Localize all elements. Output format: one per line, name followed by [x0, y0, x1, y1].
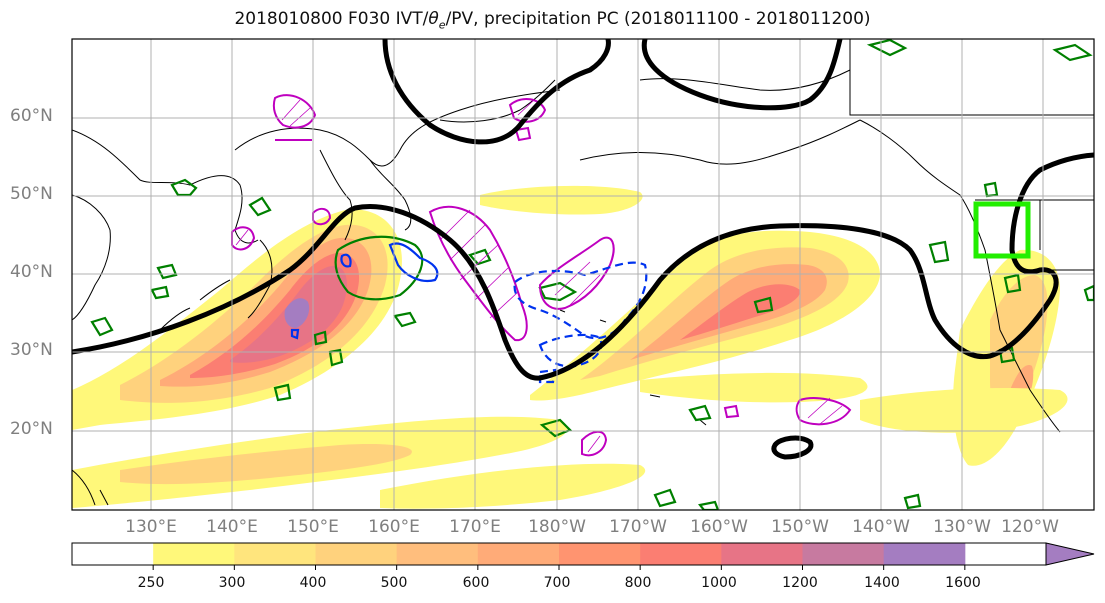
lat-label-40n: 40°N	[10, 262, 53, 282]
lon-label: 150°E	[287, 517, 339, 537]
target-region-box	[973, 201, 1031, 259]
lat-label-60n: 60°N	[10, 106, 53, 126]
colorbar-cell	[477, 543, 560, 565]
colorbar-label: 1000	[701, 575, 737, 591]
lon-label: 130°E	[125, 517, 177, 537]
lon-label: 180°W	[528, 517, 586, 537]
lon-label: 130°W	[933, 517, 991, 537]
lat-label-30n: 30°N	[10, 340, 53, 360]
colorbar-label: 1600	[945, 575, 981, 591]
theta-e-contour	[72, 39, 1094, 460]
colorbar-cell	[559, 543, 641, 565]
colorbar-label: 1200	[782, 575, 818, 591]
map-border	[71, 38, 1095, 511]
lon-label: 140°W	[852, 517, 910, 537]
colorbar-label: 800	[624, 575, 652, 591]
colorbar-label: 600	[462, 575, 490, 591]
colorbar-cell	[802, 543, 885, 565]
ivt-shading	[72, 185, 1068, 509]
colorbar-border	[71, 542, 1047, 566]
colorbar-label: 300	[218, 575, 246, 591]
colorbar-cell	[640, 543, 722, 565]
colorbar-label: 500	[380, 575, 408, 591]
colorbar-extend-arrow	[1045, 542, 1095, 566]
colorbar-label: 400	[299, 575, 327, 591]
pv-negative-contours	[290, 242, 439, 340]
lon-label: 170°W	[609, 517, 667, 537]
pv-hatching	[235, 99, 843, 453]
colorbar-cell	[153, 543, 235, 565]
lat-label-50n: 50°N	[10, 184, 53, 204]
precip-pc-contours	[90, 39, 1094, 510]
colorbar-cell	[396, 543, 479, 565]
lon-label: 150°W	[771, 517, 829, 537]
colorbar-label: 250	[137, 575, 165, 591]
lon-label: 120°W	[1001, 517, 1059, 537]
lon-label: 160°E	[368, 517, 420, 537]
colorbar-cell	[883, 543, 966, 565]
colorbar-cell	[721, 543, 803, 565]
colorbar-cell	[72, 543, 154, 565]
lon-label: 170°E	[449, 517, 501, 537]
lon-label: 140°E	[206, 517, 258, 537]
colorbar-label: 1400	[864, 575, 900, 591]
lon-label: 160°W	[690, 517, 748, 537]
colorbar-label: 700	[543, 575, 571, 591]
map-title: 2018010800 F030 IVT/θe/PV, precipitation…	[234, 9, 871, 32]
lat-label-20n: 20°N	[10, 419, 53, 439]
colorbar	[71, 542, 1095, 570]
colorbar-cell	[234, 543, 316, 565]
colorbar-cell	[315, 543, 398, 565]
gridlines	[72, 39, 1094, 510]
